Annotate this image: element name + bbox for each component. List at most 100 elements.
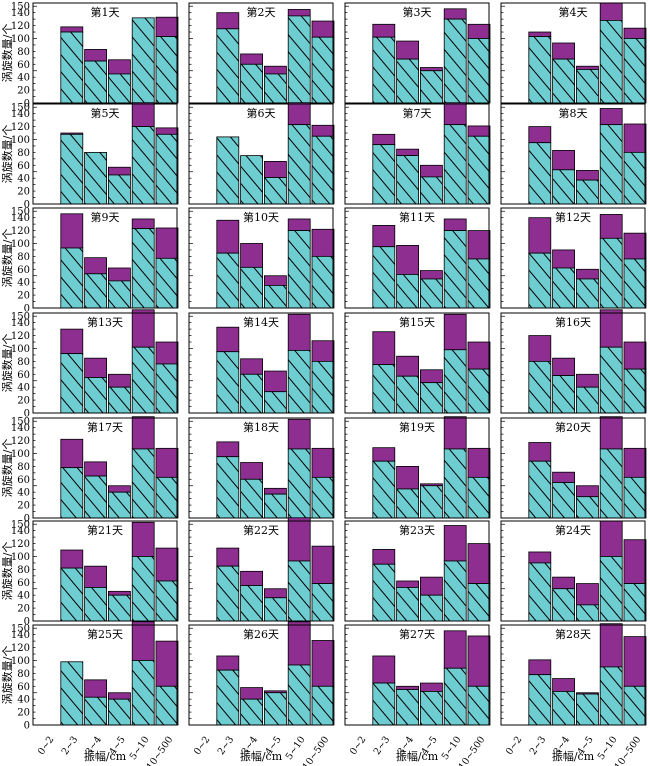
bar-hatch: [312, 37, 334, 103]
panel-frame: [344, 207, 490, 309]
bar-upper-segment: [263, 487, 287, 495]
panel-frame: [188, 417, 334, 519]
bar-upper-segment: [155, 341, 179, 365]
bar-upper-segment: [419, 67, 443, 72]
bar-upper-segment: [108, 373, 131, 388]
panel-title: 第15天: [399, 315, 435, 329]
y-tick-label: 100: [11, 656, 30, 667]
bar-hatch: [264, 73, 287, 103]
bar-upper-segment: [443, 218, 467, 231]
bar-hatch: [216, 670, 239, 725]
y-tick-label: 120: [11, 331, 30, 342]
bar-upper-segment: [311, 447, 335, 478]
bar-upper-segment: [623, 27, 647, 39]
bar-upper-segment: [528, 335, 552, 362]
bar-hatch: [312, 256, 334, 308]
bar-hatch: [528, 674, 551, 725]
panel-title: 第10天: [243, 210, 279, 224]
bar-upper-segment: [623, 341, 647, 370]
bar-hatch: [264, 285, 287, 308]
bar-hatch: [264, 391, 287, 413]
bar-upper-segment: [216, 12, 240, 30]
bar-upper-segment: [443, 630, 467, 669]
bar-hatch: [60, 467, 83, 518]
bar-hatch: [552, 691, 575, 725]
bar-upper-segment: [467, 125, 491, 137]
y-tick-label: 120: [11, 436, 30, 447]
bar-hatch: [156, 581, 178, 621]
bar-hatch: [444, 230, 467, 308]
panel-frame: [188, 207, 334, 309]
bar-hatch: [240, 585, 263, 621]
bar-hatch: [132, 347, 155, 413]
y-tick-label: 140: [11, 630, 30, 641]
y-tick-label: 100: [11, 552, 30, 563]
bar-upper-segment: [108, 267, 131, 282]
chart-panel: 第16天: [500, 309, 647, 414]
bar-upper-segment: [60, 438, 84, 469]
y-tick-label: 150: [11, 103, 30, 114]
y-tick-label: 20: [17, 291, 30, 302]
bar-upper-segment: [131, 309, 155, 348]
bar-hatch: [312, 361, 334, 413]
bar-hatch: [108, 174, 131, 204]
bar-hatch: [552, 482, 575, 518]
bar-upper-segment: [528, 217, 552, 254]
bar-hatch: [420, 691, 443, 725]
bar-hatch: [312, 477, 334, 518]
bar-hatch: [240, 374, 263, 413]
bar-hatch: [132, 660, 155, 725]
bar-hatch: [108, 699, 131, 725]
bar-hatch: [156, 686, 178, 725]
bar-upper-segment: [372, 133, 396, 146]
bar-upper-segment: [263, 161, 287, 178]
chart-panel: 第2天: [188, 2, 335, 104]
bar-hatch: [552, 268, 575, 308]
chart-panel: 第4天: [500, 2, 647, 104]
panel-title: 第27天: [399, 627, 435, 641]
y-tick-label: 100: [11, 449, 30, 460]
y-tick-label: 80: [17, 669, 30, 680]
bar-hatch: [216, 253, 239, 308]
bar-upper-segment: [84, 257, 107, 275]
bar-upper-segment: [419, 682, 443, 692]
bar-upper-segment: [311, 640, 335, 687]
bar-upper-segment: [240, 358, 264, 375]
bar-upper-segment: [552, 249, 575, 269]
y-tick-label: 60: [17, 578, 30, 589]
bar-hatch: [396, 155, 419, 204]
bar-hatch: [264, 177, 287, 204]
bar-upper-segment: [396, 685, 420, 690]
bar-upper-segment: [108, 166, 131, 176]
bar-upper-segment: [443, 416, 467, 450]
x-tick-label: 0~2: [36, 734, 57, 757]
bar-hatch: [396, 376, 419, 413]
bar-hatch: [600, 347, 623, 413]
bar-hatch: [576, 69, 599, 103]
panel-title: 第7天: [403, 106, 432, 120]
bar-upper-segment: [287, 517, 311, 562]
bar-hatch: [84, 587, 107, 621]
bar-hatch: [576, 387, 599, 413]
bar-upper-segment: [576, 65, 599, 70]
panel-frame: [344, 417, 490, 519]
bar-hatch: [240, 155, 263, 204]
panel-frame: [500, 2, 646, 104]
bar-hatch: [600, 20, 623, 103]
chart-panel: 第7天: [344, 102, 491, 205]
panel-title: 第13天: [87, 315, 123, 329]
bar-upper-segment: [84, 679, 107, 698]
bar-hatch: [84, 377, 107, 413]
bar-hatch: [396, 488, 419, 518]
y-tick-label: 60: [17, 60, 30, 71]
bar-upper-segment: [84, 49, 107, 62]
y-tick-label: 120: [11, 539, 30, 550]
bar-hatch: [444, 668, 467, 725]
y-tick-label: 60: [17, 161, 30, 172]
panel-frame: [344, 2, 490, 104]
bar-hatch: [372, 364, 395, 413]
y-tick-label: 80: [17, 47, 30, 58]
y-tick-label: 20: [17, 708, 30, 719]
